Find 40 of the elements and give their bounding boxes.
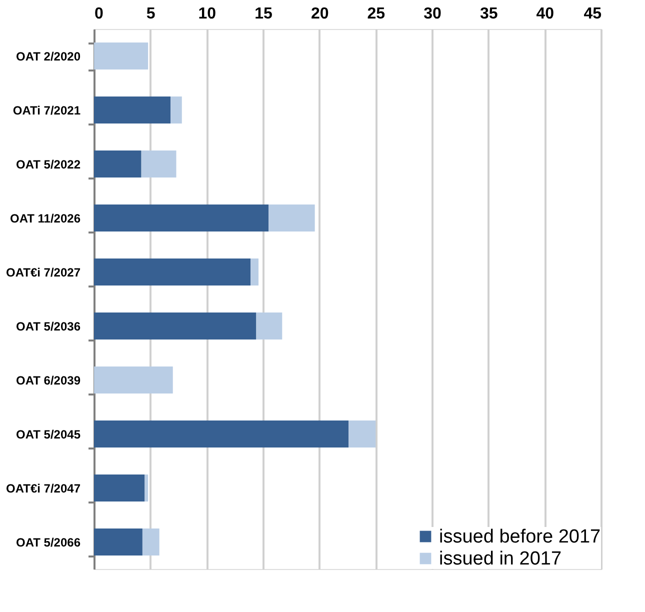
bar: [94, 258, 251, 286]
bar: [94, 96, 171, 124]
bar: [94, 42, 148, 70]
y-tick-label: OAT 5/2066: [16, 536, 81, 550]
bar: [94, 366, 173, 394]
x-tick-label: 15: [254, 6, 272, 22]
x-tick-label: 0: [94, 6, 104, 22]
bar: [94, 312, 256, 340]
x-tick-label: 40: [536, 6, 554, 22]
bar: [250, 258, 258, 286]
x-tick-label: 5: [146, 6, 156, 22]
bar: [94, 528, 142, 556]
y-tick-label: OAT 5/2045: [16, 428, 81, 442]
x-tick-label: 20: [310, 6, 329, 22]
bar: [94, 474, 145, 502]
bar: [348, 420, 376, 448]
x-tick-label: 30: [424, 6, 442, 22]
y-tick-label: OATi 7/2021: [12, 104, 81, 118]
y-tick-label: OAT 11/2026: [10, 212, 81, 226]
bar: [142, 528, 160, 556]
y-tick-label: OAT 6/2039: [16, 374, 81, 388]
y-tick-label: OAT 2/2020: [16, 50, 81, 64]
bar: [268, 204, 315, 232]
legend-label: issued before 2017: [439, 526, 601, 548]
y-tick-label: OAT€i 7/2027: [6, 266, 81, 280]
x-tick-label: 25: [367, 6, 386, 22]
y-tick-label: OAT 5/2022: [16, 158, 81, 172]
y-tick-label: OAT 5/2036: [16, 320, 81, 334]
x-tick-label: 45: [584, 6, 602, 22]
y-tick-label: OAT€i 7/2047: [6, 482, 81, 496]
x-tick-label: 10: [198, 6, 216, 22]
legend-label: issued in 2017: [439, 548, 562, 570]
bar: [256, 312, 282, 340]
bar: [170, 96, 182, 124]
bar: [144, 474, 148, 502]
bar: [94, 150, 142, 178]
bar: [94, 420, 349, 448]
bar: [94, 204, 269, 232]
bar: [141, 150, 176, 178]
x-tick-label: 35: [480, 6, 498, 22]
